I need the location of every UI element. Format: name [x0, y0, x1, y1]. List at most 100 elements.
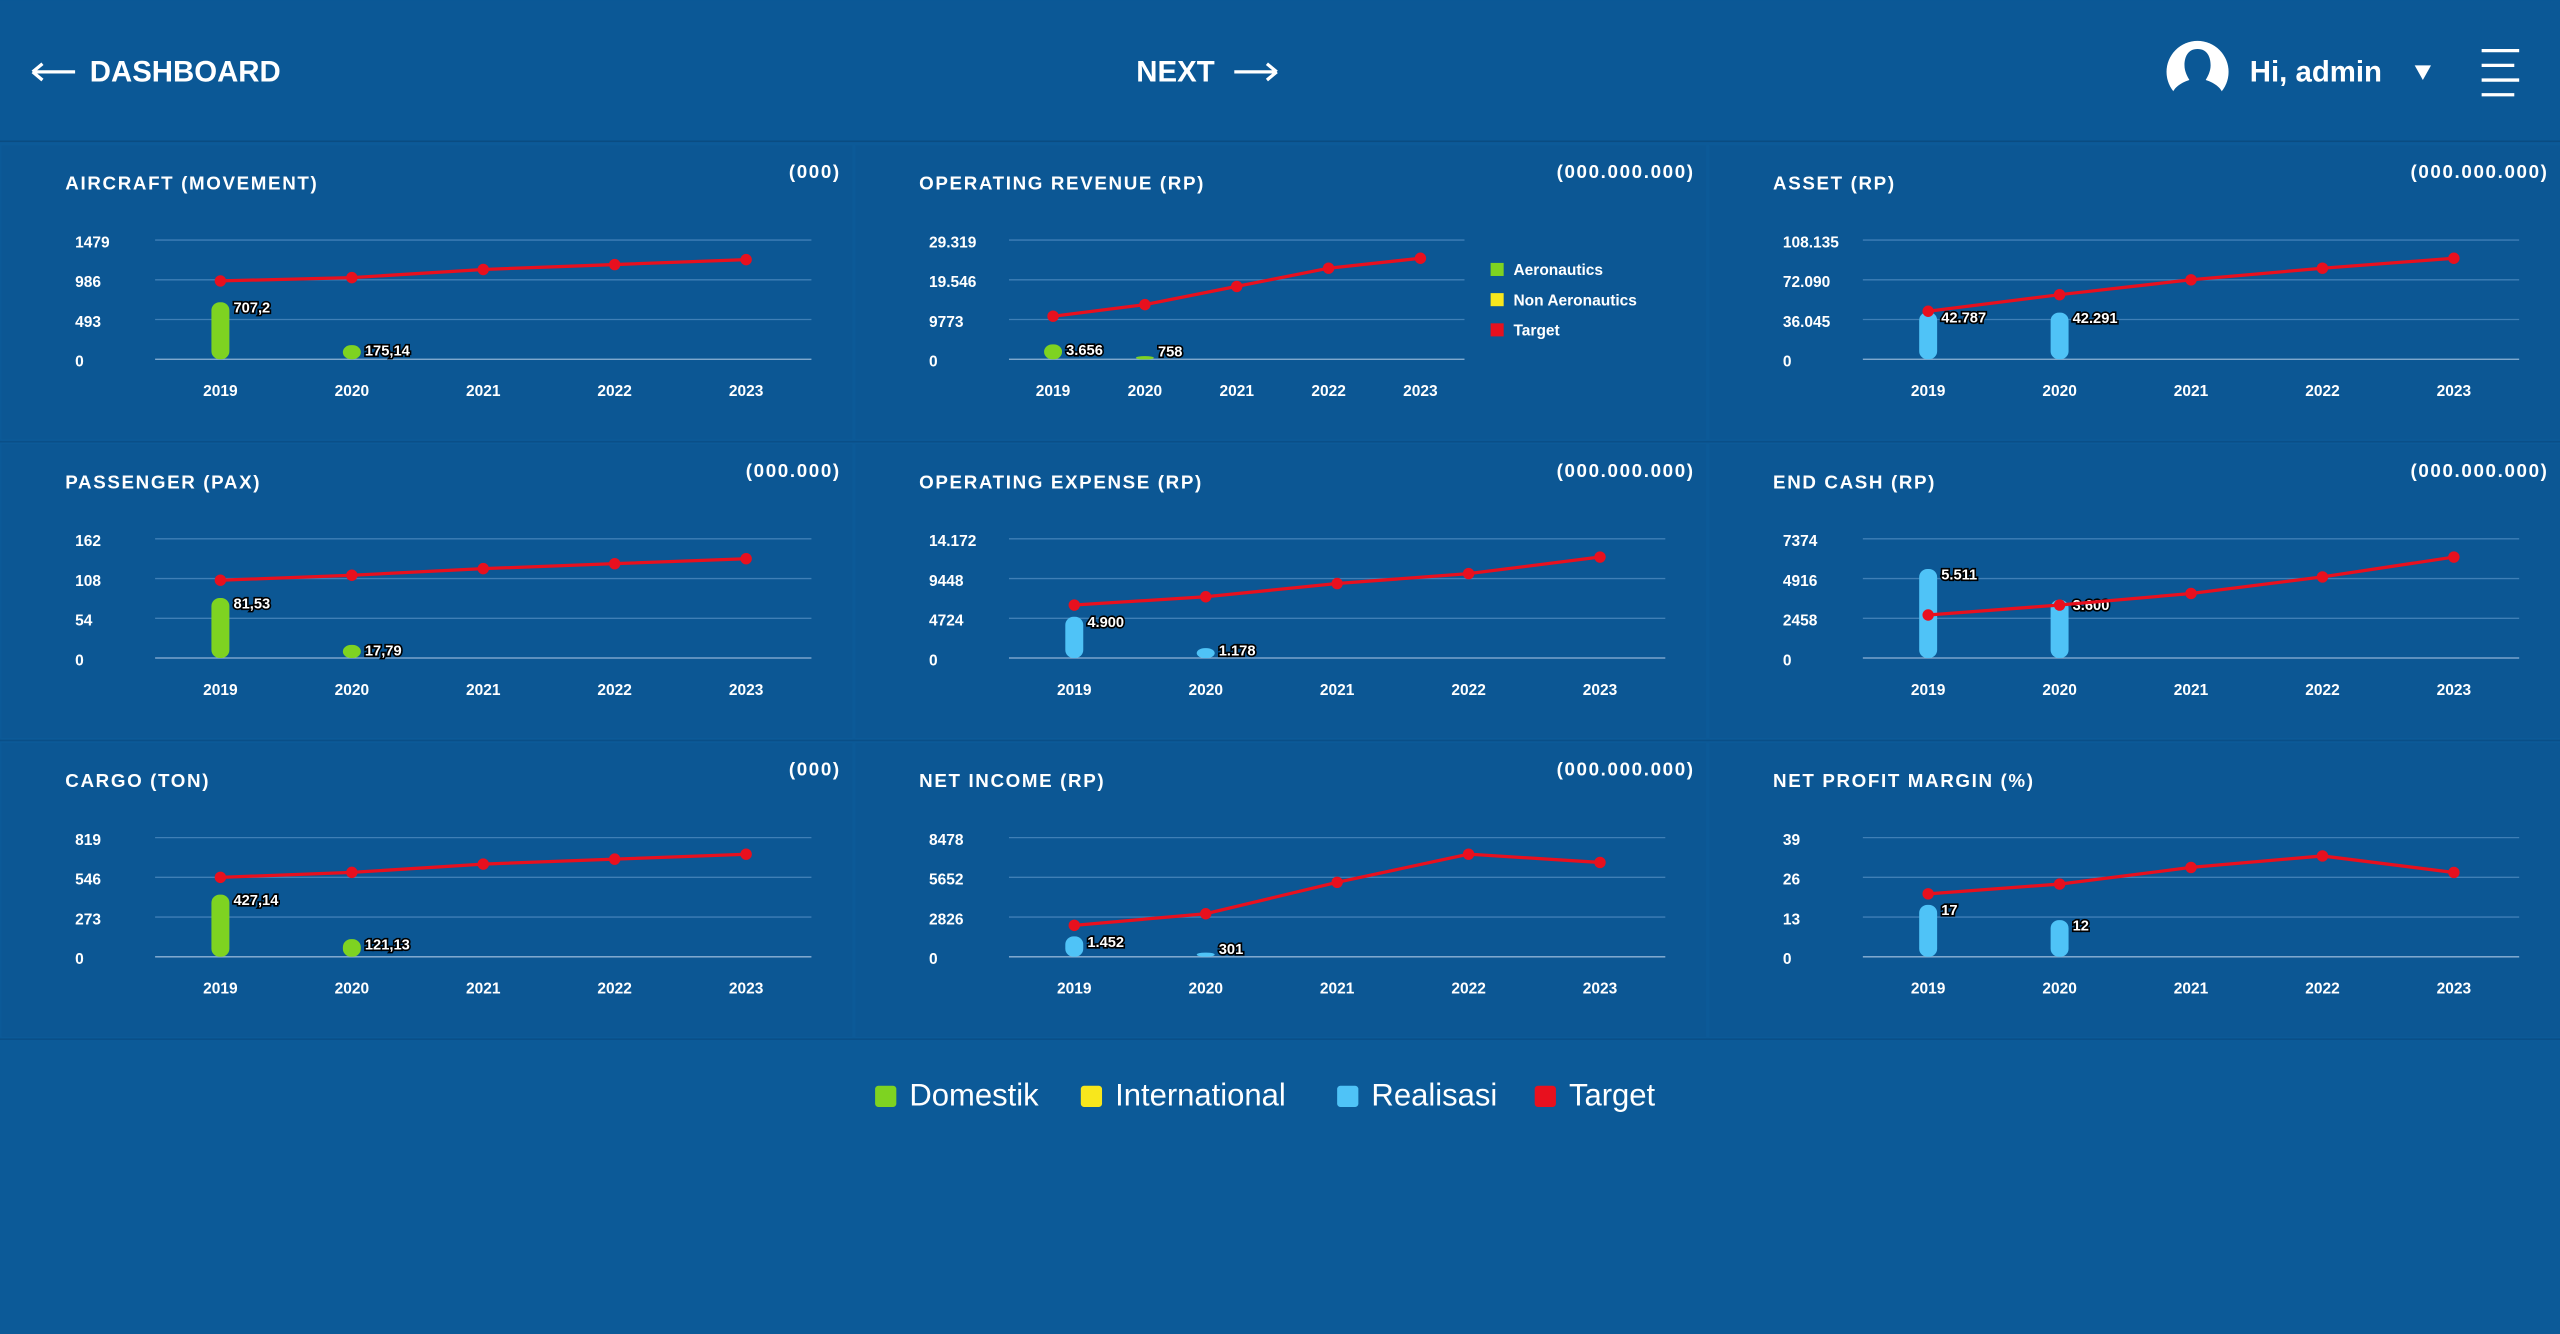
y-tick-label: 108	[75, 573, 101, 590]
legend-swatch	[1337, 1085, 1359, 1107]
chart-unit: (000.000.000)	[2410, 460, 2548, 481]
back-button[interactable]: DASHBOARD	[31, 55, 281, 88]
chart-unit: (000.000)	[746, 460, 841, 481]
legend-label: Target	[1569, 1077, 1656, 1112]
target-point	[2185, 861, 2197, 874]
x-tick-label: 2022	[2305, 383, 2339, 400]
x-tick-label: 2023	[1403, 383, 1438, 400]
target-point	[608, 258, 621, 271]
bar	[1919, 904, 1938, 957]
x-tick-label: 2020	[1128, 383, 1162, 400]
menu-button[interactable]	[2481, 49, 2520, 97]
top-bar	[0, 0, 2560, 141]
legend-label: Realisasi	[1371, 1077, 1497, 1112]
target-point	[2448, 866, 2460, 879]
target-point	[346, 569, 358, 581]
legend-swatch	[1490, 323, 1504, 337]
panel	[1709, 742, 2560, 1037]
target-point	[214, 574, 227, 586]
target-point	[2316, 571, 2329, 583]
x-tick-label: 2021	[2174, 981, 2209, 998]
y-tick-label: 8478	[929, 832, 964, 849]
chart-title: OPERATING REVENUE (RP)	[919, 173, 1205, 194]
x-tick-label: 2021	[1219, 383, 1254, 400]
x-tick-label: 2023	[729, 981, 764, 998]
bar	[211, 302, 230, 360]
x-tick-label: 2021	[1320, 682, 1355, 699]
panel	[855, 742, 1707, 1037]
legend-label: Aeronautics	[1513, 262, 1603, 279]
value-label: 4.900	[1087, 615, 1124, 631]
value-label: 42.787	[1941, 310, 1986, 326]
chart-title: OPERATING EXPENSE (RP)	[919, 471, 1203, 492]
target-point	[740, 253, 752, 266]
bar	[2050, 312, 2069, 360]
value-label: 17,79	[365, 643, 402, 659]
x-tick-label: 2020	[2042, 383, 2076, 400]
x-tick-label: 2020	[335, 383, 369, 400]
x-tick-label: 2021	[466, 981, 501, 998]
panel	[855, 145, 1707, 440]
value-label: 121,13	[365, 938, 410, 954]
y-tick-label: 1479	[75, 234, 110, 251]
panel	[1709, 444, 2560, 739]
back-label[interactable]: DASHBOARD	[90, 55, 281, 88]
x-tick-label: 2021	[1320, 981, 1355, 998]
target-point	[1068, 919, 1080, 932]
chart-unit: (000.000.000)	[1557, 161, 1695, 182]
value-label: 758	[1158, 345, 1183, 361]
target-point	[2448, 252, 2460, 264]
target-point	[2316, 262, 2329, 274]
target-point	[1462, 848, 1475, 860]
chart-title: CARGO (TON)	[65, 770, 210, 791]
greeting[interactable]: Hi, admin	[2250, 55, 2382, 88]
x-tick-label: 2021	[2174, 682, 2209, 699]
legend-swatch	[1490, 293, 1504, 307]
bar	[342, 939, 361, 957]
y-tick-label: 36.045	[1783, 314, 1831, 331]
x-tick-label: 2021	[466, 383, 501, 400]
target-point	[2053, 599, 2066, 611]
y-tick-label: 9448	[929, 573, 964, 590]
y-tick-label: 29.319	[929, 234, 977, 251]
y-tick-label: 493	[75, 314, 101, 331]
y-tick-label: 108.135	[1783, 234, 1839, 251]
next-button[interactable]: NEXT	[1136, 55, 1278, 88]
target-point	[1331, 876, 1343, 889]
x-tick-label: 2019	[1036, 383, 1071, 400]
y-tick-label: 26	[1783, 872, 1801, 889]
target-point	[1594, 551, 1606, 563]
bar	[1196, 648, 1215, 659]
x-tick-label: 2023	[2437, 682, 2472, 699]
value-label: 1.178	[1219, 643, 1256, 659]
legend-label: International	[1115, 1077, 1286, 1112]
target-point	[477, 263, 489, 276]
y-tick-label: 0	[1783, 951, 1792, 968]
y-tick-label: 0	[1783, 652, 1792, 669]
y-tick-label: 273	[75, 911, 101, 928]
panel	[1, 444, 853, 739]
x-tick-label: 2023	[1583, 981, 1618, 998]
target-point	[1414, 252, 1427, 264]
y-tick-label: 72.090	[1783, 274, 1830, 291]
x-tick-label: 2022	[597, 981, 631, 998]
x-tick-label: 2023	[729, 383, 764, 400]
x-tick-label: 2023	[1583, 682, 1618, 699]
target-point	[477, 858, 489, 870]
bar	[2050, 920, 2069, 957]
target-point	[2448, 551, 2460, 563]
chart-unit: (000.000.000)	[1557, 460, 1695, 481]
next-label[interactable]: NEXT	[1136, 55, 1214, 88]
target-point	[1047, 310, 1059, 322]
chart-title: ASSET (RP)	[1773, 173, 1896, 194]
x-tick-label: 2022	[1311, 383, 1345, 400]
y-tick-label: 0	[75, 652, 84, 669]
panel	[1709, 145, 2560, 440]
y-tick-label: 5652	[929, 872, 963, 889]
user-menu[interactable]: Hi, admin	[2166, 40, 2432, 111]
x-tick-label: 2022	[1451, 981, 1485, 998]
y-tick-label: 19.546	[929, 274, 977, 291]
x-tick-label: 2019	[203, 981, 238, 998]
bar	[1919, 312, 1938, 360]
target-point	[214, 871, 227, 884]
